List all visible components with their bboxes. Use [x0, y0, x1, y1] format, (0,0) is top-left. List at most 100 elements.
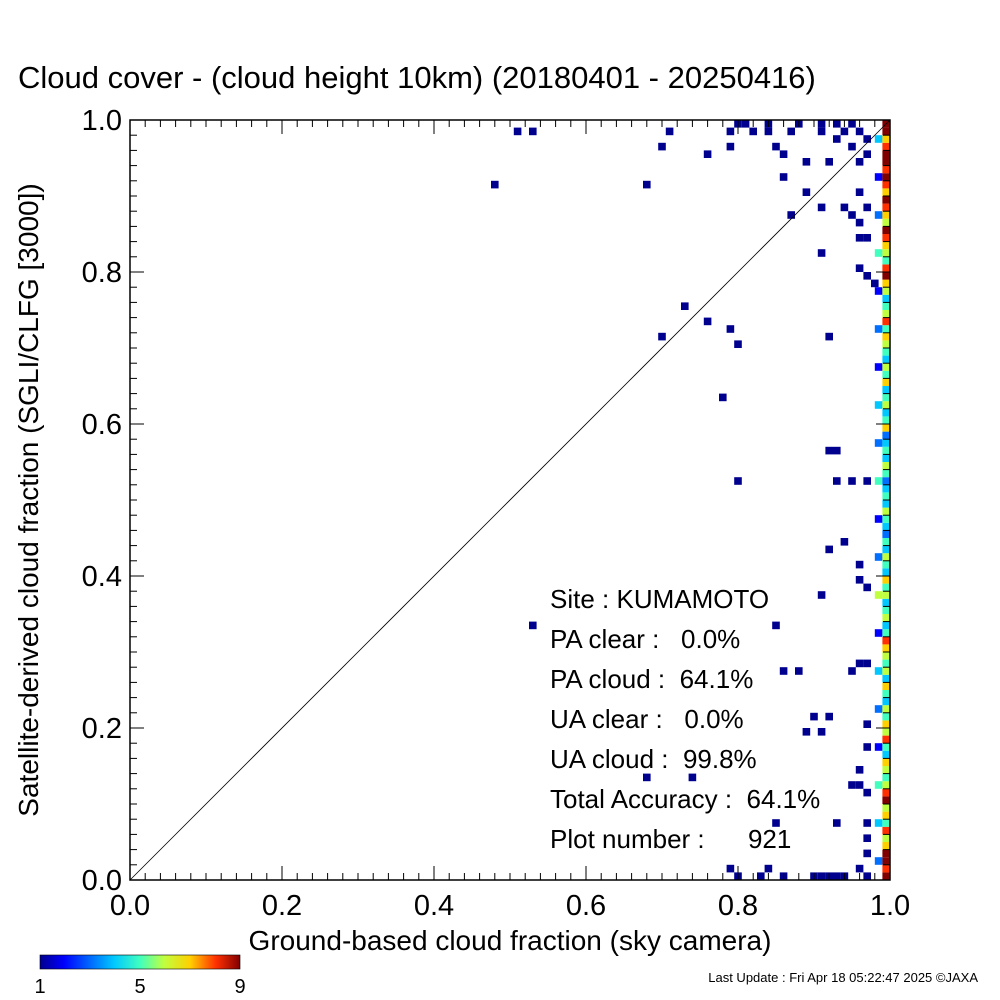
heatmap-cell [882, 363, 890, 371]
heatmap-cell [863, 743, 871, 751]
heatmap-cell [882, 507, 890, 516]
heatmap-cell [882, 530, 890, 538]
heatmap-cell [882, 872, 890, 880]
heatmap-cell [882, 378, 890, 386]
heatmap-cell [787, 127, 795, 136]
heatmap-cell [665, 127, 674, 136]
heatmap-cell [779, 173, 788, 181]
heatmap-cell [882, 621, 890, 630]
heatmap-cell [882, 294, 890, 303]
heatmap-cell [874, 667, 883, 675]
heatmap-cell [882, 446, 890, 455]
heatmap-cell [882, 697, 890, 706]
heatmap-cell [863, 659, 871, 668]
heatmap-cell [848, 781, 856, 789]
heatmap-cell [863, 583, 871, 592]
heatmap-cell [882, 439, 890, 447]
heatmap-cell [772, 142, 780, 151]
heatmap-cell [882, 606, 890, 614]
heatmap-cell [855, 560, 864, 569]
axis-ticks [129, 119, 891, 881]
heatmap-cell [855, 188, 864, 196]
heatmap-cell [882, 317, 890, 326]
heatmap-cell [787, 211, 795, 219]
heatmap-cell [882, 355, 890, 364]
heatmap-cell [882, 766, 890, 774]
x-tick-label: 0.4 [414, 890, 454, 922]
heatmap-cell [882, 728, 890, 736]
heatmap-cell [855, 218, 864, 227]
one-to-one-line [129, 119, 891, 881]
heatmap-cell [882, 758, 890, 766]
heatmap-cell [882, 135, 890, 143]
colorbar [39, 954, 241, 970]
heatmap-cell [741, 120, 750, 128]
heatmap-cell [734, 477, 742, 485]
heatmap-cell [882, 538, 890, 546]
heatmap-cell [882, 416, 890, 424]
stat-site: Site : KUMAMOTO [550, 584, 769, 614]
heatmap-cell [848, 477, 856, 485]
heatmap-cell [855, 766, 864, 774]
heatmap-cell [882, 302, 890, 310]
heatmap-cell [863, 788, 871, 797]
heatmap-cell [882, 522, 890, 531]
heatmap-cell [825, 712, 833, 721]
colorbar-label: 9 [234, 976, 245, 998]
heatmap-cell [882, 674, 890, 683]
heatmap-cell [874, 249, 883, 257]
heatmap-cell [882, 264, 890, 272]
heatmap-cell [874, 819, 883, 827]
heatmap-cell [817, 127, 826, 136]
heatmap-cell [882, 484, 890, 493]
heatmap-cell [726, 127, 735, 136]
heatmap-cell [848, 120, 856, 128]
heatmap-cell [855, 781, 864, 789]
heatmap-cell [882, 310, 890, 318]
heatmap-cell [817, 249, 826, 257]
heatmap-cell [882, 690, 890, 698]
colorbar-label: 1 [34, 976, 45, 998]
heatmap-cell [882, 218, 890, 227]
heatmap-cell [882, 636, 890, 645]
heatmap-cell [882, 804, 890, 812]
heatmap-cell [882, 773, 890, 782]
heatmap-cell [848, 211, 856, 219]
stats-box: Site : KUMAMOTO PA clear : 0.0% PA cloud… [550, 584, 820, 854]
x-tick-label: 0.2 [262, 890, 302, 922]
heatmap-cell [882, 492, 890, 500]
heatmap-cell [802, 728, 811, 736]
heatmap-cell [882, 469, 890, 478]
colorbar-labels: 1 5 9 [34, 976, 245, 998]
heatmap-cell [810, 712, 818, 721]
heatmap-cell [764, 127, 773, 136]
heatmap-cell [874, 173, 883, 181]
heatmap-cell [855, 864, 864, 873]
heatmap-cell [882, 386, 890, 394]
heatmap-cell [833, 120, 841, 128]
heatmap-cell [882, 591, 890, 599]
heatmap-cell [882, 150, 890, 158]
heatmap-cell [863, 135, 871, 143]
heatmap-cell [882, 173, 890, 181]
heatmap-cell [882, 462, 890, 470]
heatmap-cell [802, 158, 811, 166]
heatmap-cell [825, 158, 833, 166]
heatmap-cell [863, 203, 871, 212]
heatmap-cell [882, 750, 890, 759]
stat-total-accuracy: Total Accuracy : 64.1% [550, 784, 820, 814]
heatmap-cell [840, 127, 849, 136]
heatmap-cell [882, 553, 890, 561]
heatmap-cell [863, 834, 871, 842]
heatmap-cell [882, 180, 890, 189]
heatmap-cell [749, 127, 757, 136]
stat-ua-clear: UA clear : 0.0% [550, 704, 744, 734]
heatmap-cell [882, 158, 890, 166]
heatmap-cell [882, 142, 890, 151]
heatmap-cell [882, 720, 890, 728]
heatmap-cell [529, 621, 537, 630]
y-tick-label: 0.2 [82, 713, 122, 745]
heatmap-cell [863, 720, 871, 728]
heatmap-cell [882, 454, 890, 462]
